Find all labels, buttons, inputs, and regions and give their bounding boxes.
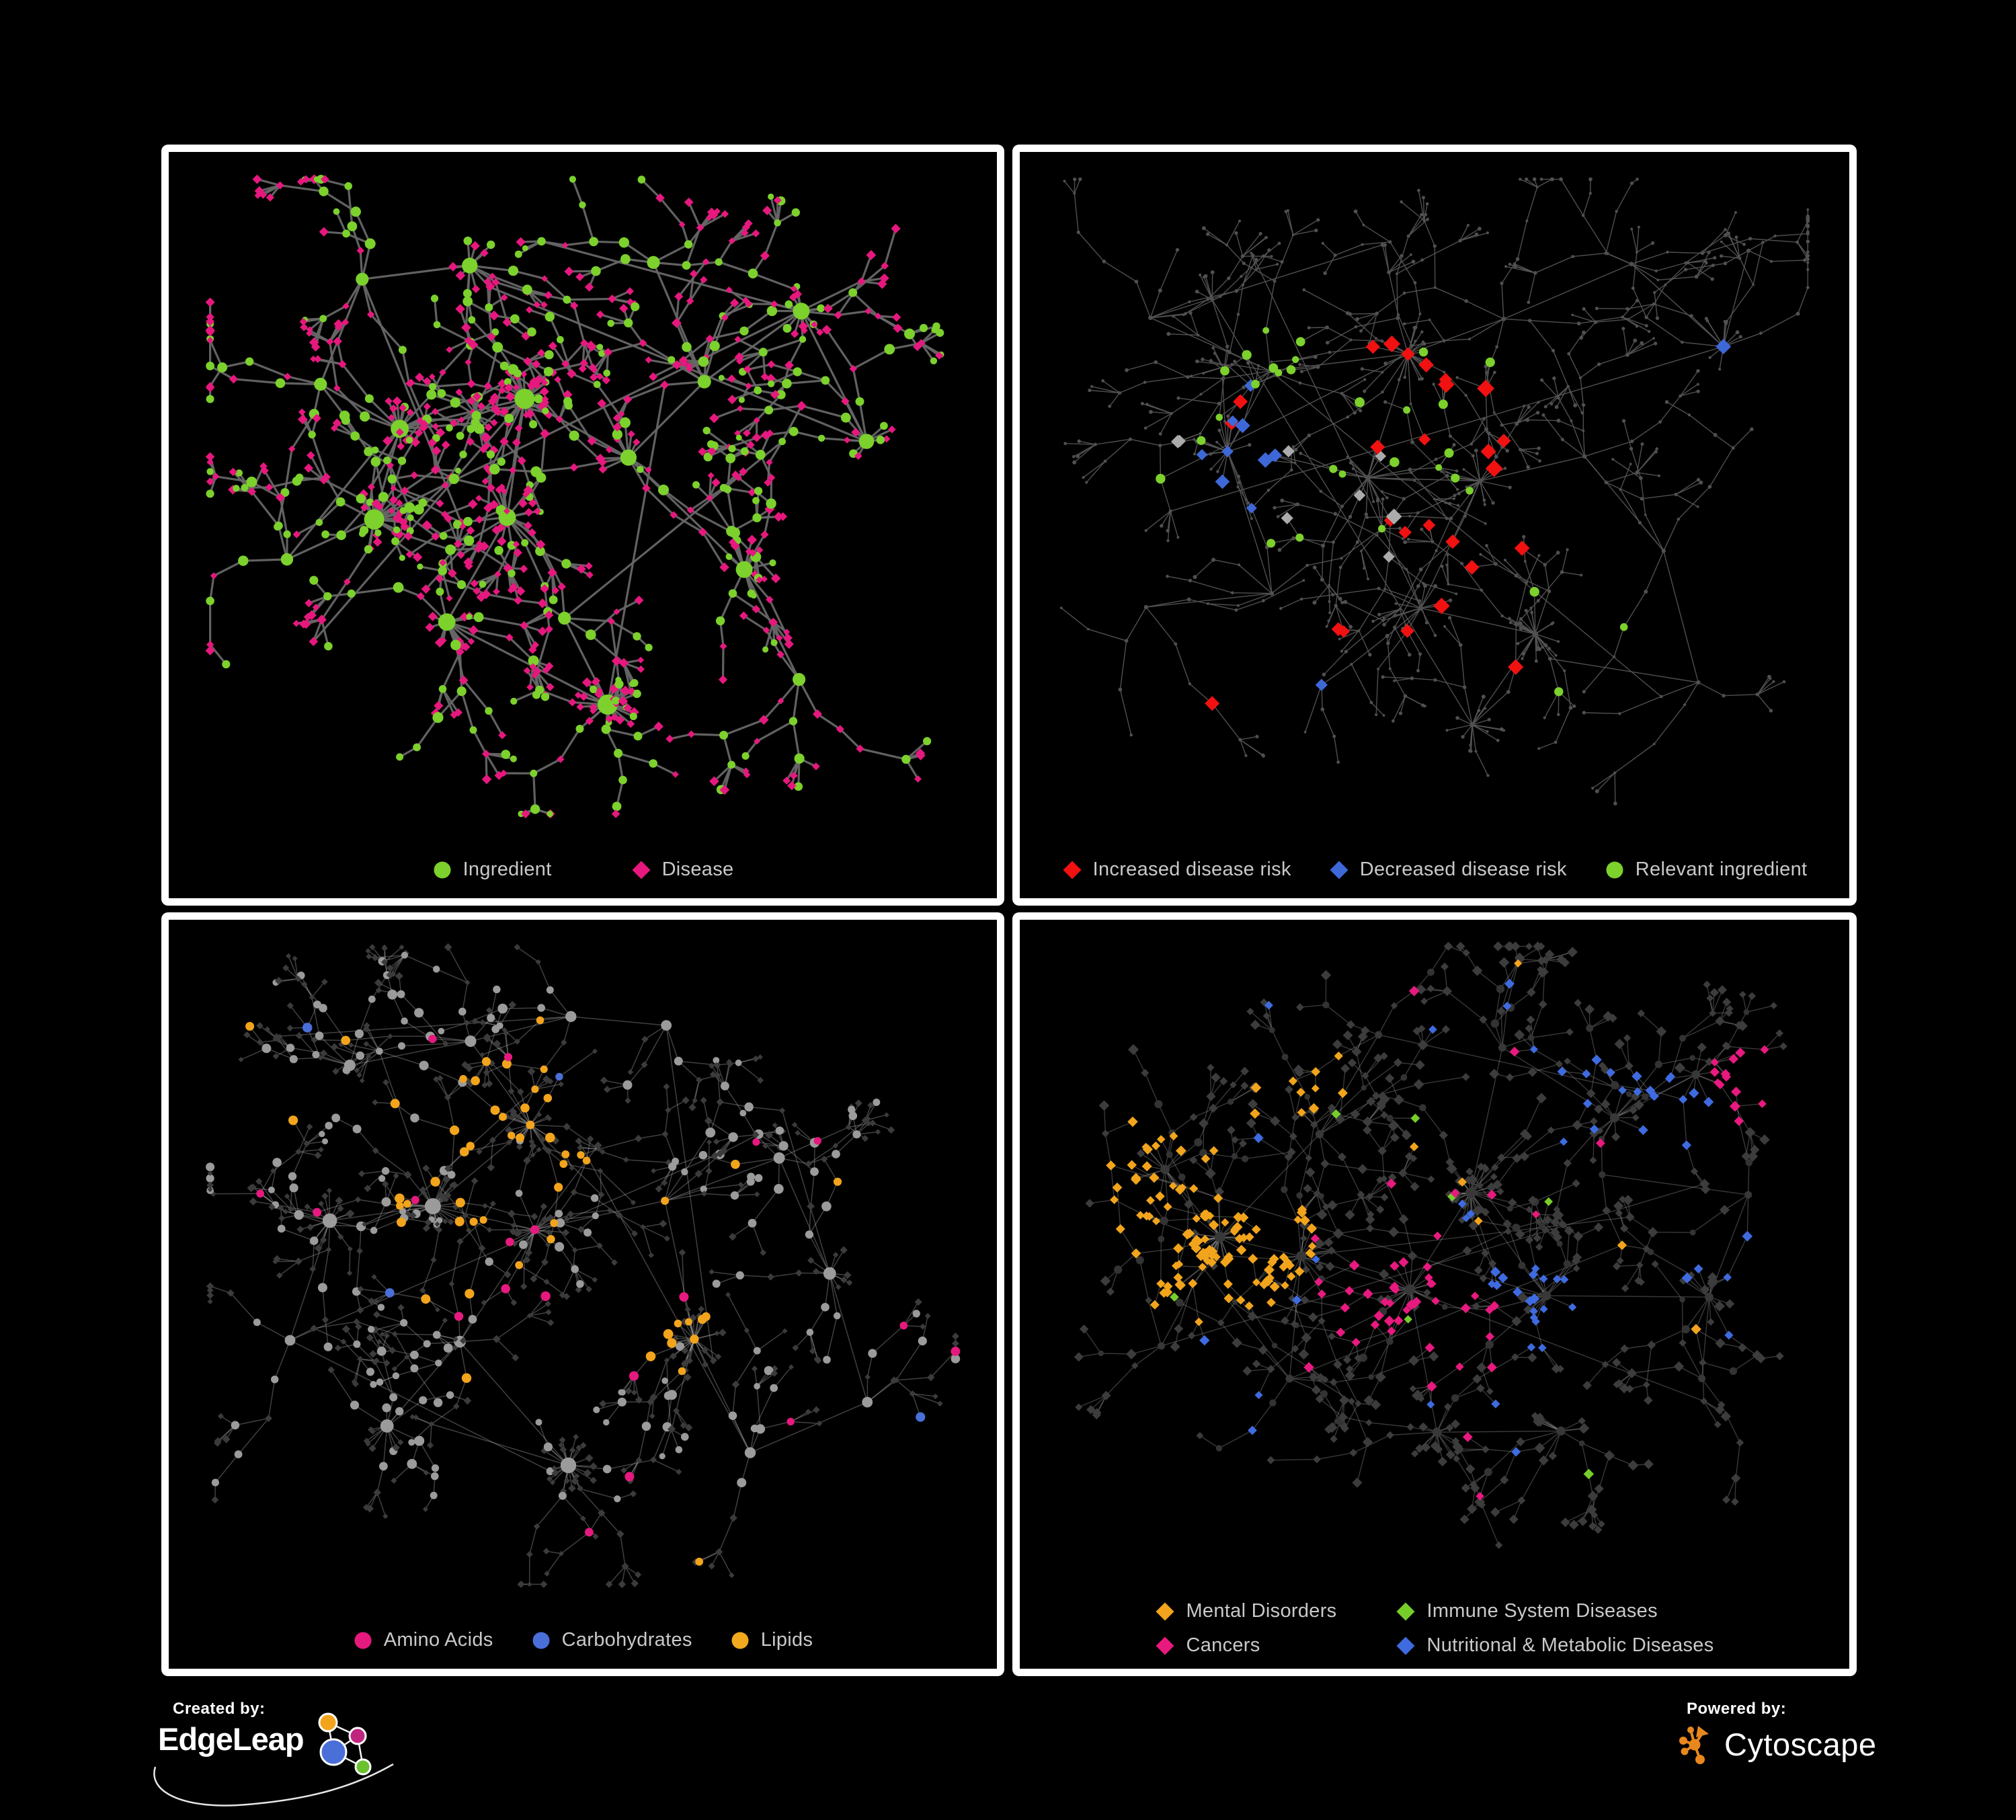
macronutrients-network-graph (206, 943, 961, 1589)
legend-label: Ingredient (462, 859, 552, 880)
legend-item-ingredient: Ingredient (432, 859, 552, 881)
legend-disease-categories: Mental Disorders Immune System Diseases Ca… (1020, 1600, 1849, 1657)
cytoscape-logo-icon (1679, 1726, 1709, 1764)
diamond-legend-marker (1396, 1602, 1415, 1620)
edgeleap-orange-node (318, 1712, 338, 1733)
circle-legend-marker (434, 861, 451, 878)
panel-disease-risk: Increased disease risk Decreased disease … (1012, 145, 1857, 906)
edgeleap-blue-node (319, 1738, 348, 1766)
legend-item-increased-disease-risk: Increased disease risk (1062, 859, 1291, 881)
circle-legend-marker (354, 1632, 372, 1649)
edgeleap-magenta-node (348, 1727, 367, 1745)
legend-label: Increased disease risk (1092, 859, 1291, 880)
panel-macronutrients: Amino Acids Carbohydrates Lipids (161, 912, 1004, 1676)
edgeleap-logo-icon (318, 1712, 372, 1776)
legend-label: Carbohydrates (561, 1629, 692, 1651)
legend-item-decreased-disease-risk: Decreased disease risk (1329, 859, 1567, 881)
disease-categories-network-graph (1074, 941, 1787, 1549)
diamond-legend-marker (1156, 1636, 1174, 1655)
legend-label: Lipids (760, 1629, 813, 1651)
diamond-legend-marker (632, 861, 651, 879)
circle-legend-marker (1606, 861, 1623, 878)
legend-label: Immune System Diseases (1426, 1600, 1658, 1622)
legend-item-mental-disorders: Mental Disorders (1155, 1600, 1336, 1622)
edgeleap-green-node (354, 1758, 372, 1776)
legend-item-lipids: Lipids (730, 1629, 813, 1651)
cytoscape-wordmark: Cytoscape (1724, 1726, 1877, 1762)
legend-item-immune-system-diseases: Immune System Diseases (1396, 1600, 1713, 1622)
ingredient-disease-network-graph (205, 174, 944, 819)
legend-item-cancers: Cancers (1155, 1634, 1336, 1657)
diamond-legend-marker (1330, 861, 1348, 879)
legend-label: Disease (661, 859, 734, 880)
legend-label: Cancers (1186, 1634, 1260, 1656)
legend-item-disease: Disease (631, 859, 734, 881)
diamond-legend-marker (1396, 1636, 1415, 1655)
created-by-label: Created by: (173, 1700, 266, 1718)
diamond-legend-marker (1156, 1602, 1174, 1620)
legend-label: Nutritional & Metabolic Diseases (1426, 1634, 1714, 1656)
disease-risk-network-graph (1059, 177, 1810, 805)
edgeleap-branding: Created by: EdgeLeap (145, 1700, 494, 1814)
legend-disease-risk: Increased disease risk Decreased disease … (1020, 859, 1849, 881)
circle-legend-marker (532, 1632, 550, 1649)
legend-label: Mental Disorders (1186, 1600, 1337, 1622)
legend-label: Decreased disease risk (1359, 859, 1567, 880)
legend-item-carbohydrates: Carbohydrates (531, 1629, 692, 1651)
edgeleap-wordmark: EdgeLeap (158, 1721, 305, 1757)
legend-item-amino-acids: Amino Acids (353, 1629, 493, 1651)
legend-macronutrients: Amino Acids Carbohydrates Lipids (169, 1629, 997, 1651)
legend-ingredient-disease: Ingredient Disease (169, 859, 997, 881)
legend-label: Relevant ingredient (1635, 859, 1808, 880)
legend-label: Amino Acids (383, 1629, 493, 1651)
panel-disease-categories: Mental Disorders Immune System Diseases Ca… (1012, 912, 1857, 1676)
legend-item-relevant-ingredient: Relevant ingredient (1605, 859, 1808, 881)
circle-legend-marker (731, 1632, 749, 1649)
cytoscape-branding: Powered by: Cytosc (1677, 1700, 1986, 1814)
panel-ingredient-disease: Ingredient Disease (161, 145, 1004, 906)
diamond-legend-marker (1063, 861, 1082, 879)
powered-by-label: Powered by: (1687, 1700, 1787, 1718)
legend-item-nutritional-metabolic-diseases: Nutritional & Metabolic Diseases (1396, 1634, 1713, 1657)
